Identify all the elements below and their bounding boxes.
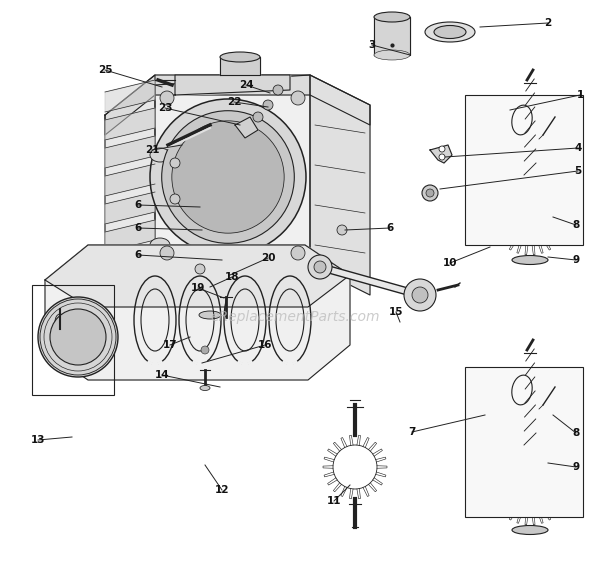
Polygon shape [45, 245, 350, 307]
Circle shape [172, 121, 284, 233]
Circle shape [150, 99, 306, 255]
Polygon shape [155, 75, 310, 275]
Polygon shape [105, 192, 155, 224]
Ellipse shape [150, 148, 170, 162]
Polygon shape [310, 75, 370, 295]
Text: 18: 18 [225, 272, 240, 282]
Polygon shape [430, 145, 452, 163]
Text: 16: 16 [258, 340, 272, 350]
Polygon shape [105, 220, 155, 252]
Text: 8: 8 [572, 220, 579, 230]
Circle shape [160, 91, 174, 105]
Text: 8: 8 [572, 428, 579, 438]
Circle shape [314, 261, 326, 273]
Polygon shape [374, 17, 410, 55]
Circle shape [439, 146, 445, 152]
Polygon shape [45, 245, 350, 380]
Ellipse shape [512, 256, 548, 264]
Text: 9: 9 [572, 255, 579, 265]
Circle shape [170, 194, 180, 204]
Ellipse shape [200, 386, 210, 391]
Ellipse shape [434, 26, 466, 39]
Circle shape [170, 158, 180, 168]
Ellipse shape [425, 22, 475, 42]
Text: 20: 20 [261, 253, 276, 263]
Circle shape [426, 189, 434, 197]
Text: 10: 10 [442, 258, 457, 268]
Ellipse shape [374, 50, 410, 60]
Bar [32, 285, 114, 395]
Polygon shape [105, 80, 155, 112]
Text: 21: 21 [145, 145, 159, 155]
Text: 11: 11 [327, 496, 341, 506]
Ellipse shape [150, 238, 170, 252]
Circle shape [38, 297, 118, 377]
Text: 22: 22 [227, 97, 241, 107]
Text: 7: 7 [408, 427, 416, 437]
Polygon shape [105, 108, 155, 140]
Circle shape [291, 91, 305, 105]
Polygon shape [105, 164, 155, 196]
Ellipse shape [199, 311, 221, 319]
Circle shape [404, 279, 436, 311]
Text: 1: 1 [576, 90, 584, 100]
Polygon shape [105, 136, 155, 168]
Text: 17: 17 [163, 340, 178, 350]
Circle shape [422, 185, 438, 201]
Text: 12: 12 [215, 485, 230, 495]
Bar [465, 367, 583, 517]
Text: 2: 2 [545, 18, 552, 28]
Text: 24: 24 [239, 80, 253, 90]
Polygon shape [105, 248, 155, 280]
Text: 4: 4 [574, 143, 582, 153]
Text: 6: 6 [135, 200, 142, 210]
Circle shape [291, 246, 305, 260]
Polygon shape [235, 117, 258, 138]
Text: 5: 5 [575, 166, 582, 176]
Text: 13: 13 [31, 435, 45, 445]
Circle shape [160, 246, 174, 260]
Text: 15: 15 [389, 307, 403, 317]
Ellipse shape [220, 52, 260, 62]
Text: 6: 6 [386, 223, 394, 233]
Polygon shape [175, 75, 290, 95]
Text: 19: 19 [191, 283, 205, 293]
Text: 3: 3 [368, 40, 376, 50]
Text: eReplacementParts.com: eReplacementParts.com [210, 310, 380, 324]
Ellipse shape [374, 12, 410, 22]
Circle shape [162, 111, 294, 243]
Circle shape [308, 255, 332, 279]
Ellipse shape [512, 525, 548, 535]
Circle shape [253, 112, 263, 122]
Bar [465, 95, 583, 245]
Text: 6: 6 [135, 223, 142, 233]
Circle shape [195, 264, 205, 274]
Text: 6: 6 [135, 250, 142, 260]
Text: 25: 25 [98, 65, 112, 75]
Polygon shape [105, 75, 155, 305]
Text: 14: 14 [155, 370, 169, 380]
Text: 23: 23 [158, 103, 172, 113]
Ellipse shape [55, 314, 65, 330]
Text: 9: 9 [572, 462, 579, 472]
Circle shape [50, 309, 106, 365]
Circle shape [201, 346, 209, 354]
Circle shape [337, 225, 347, 235]
Polygon shape [220, 57, 260, 75]
Circle shape [263, 100, 273, 110]
Circle shape [439, 154, 445, 160]
Polygon shape [105, 75, 370, 135]
Circle shape [273, 85, 283, 95]
Circle shape [412, 287, 428, 303]
